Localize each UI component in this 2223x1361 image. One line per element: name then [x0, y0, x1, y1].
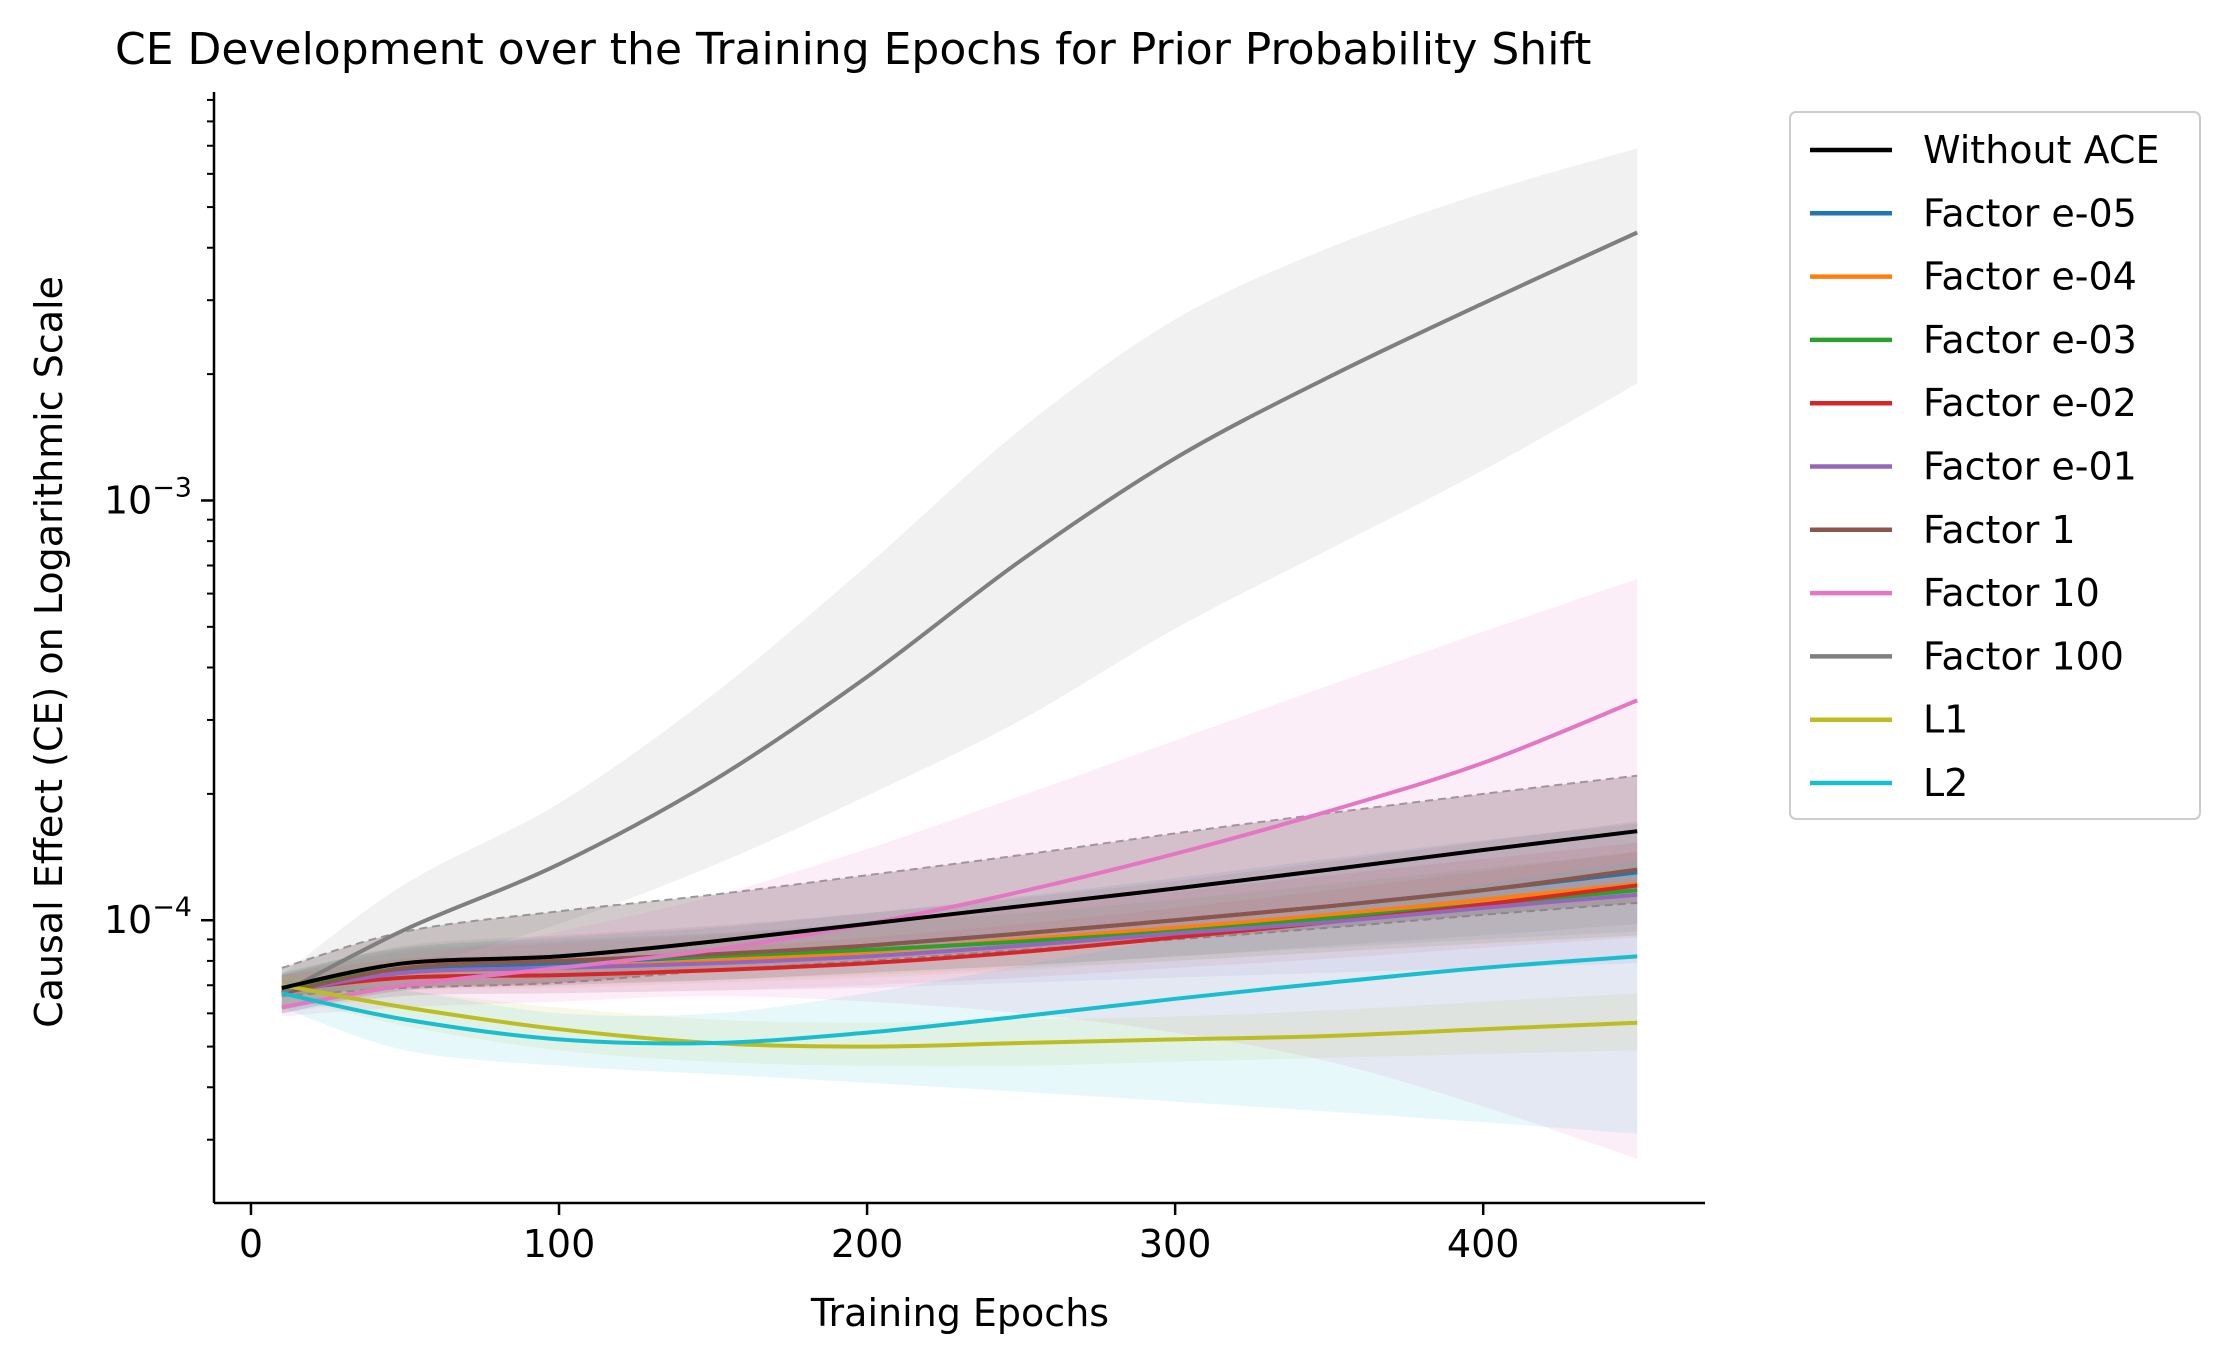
legend-items: Without ACE Factor e-05 Factor e-04 Factor …	[1810, 128, 2159, 805]
legend-label: L2	[1923, 761, 1968, 805]
series-line	[280, 230, 1639, 995]
legend-label: Factor e-05	[1923, 191, 2137, 235]
confidence-band	[281, 579, 1638, 1159]
x-tick-label: 100	[523, 1222, 596, 1266]
x-tick-label: 0	[239, 1222, 263, 1266]
legend-label: Factor 10	[1923, 571, 2100, 615]
legend-label: Factor e-03	[1923, 318, 2137, 362]
series-line	[281, 867, 1638, 996]
series-line	[281, 983, 1638, 1049]
x-tick-label: 200	[831, 1222, 904, 1266]
legend-label: Factor e-04	[1923, 255, 2137, 299]
y-tick-label: 10−3	[104, 472, 192, 522]
confidence-band	[281, 148, 1638, 1011]
series-line	[281, 698, 1638, 1010]
y-axis-label: Causal Effect (CE) on Logarithmic Scale	[27, 276, 71, 1028]
y-ticks: 10−4 10−3	[104, 98, 214, 1141]
x-ticks: 0 100 200 300 400	[239, 1203, 1520, 1266]
series-lines	[280, 230, 1639, 1049]
series-line	[281, 829, 1638, 990]
x-tick-label: 400	[1447, 1222, 1520, 1266]
confidence-band-upper-edge	[281, 774, 1638, 969]
legend-label: L1	[1923, 698, 1968, 742]
legend-label: Factor e-01	[1923, 445, 2137, 489]
confidence-band	[281, 775, 1638, 996]
chart-title: CE Development over the Training Epochs …	[115, 24, 1591, 75]
legend-label: Factor 100	[1923, 634, 2124, 678]
legend-label: Factor 1	[1923, 508, 2076, 552]
series-line	[281, 892, 1638, 996]
confidence-band	[281, 852, 1638, 1011]
y-tick-label: 10−4	[104, 892, 192, 942]
axes	[212, 92, 1705, 1205]
series-line	[281, 954, 1638, 1046]
confidence-band	[281, 861, 1638, 1134]
confidence-bands	[281, 148, 1638, 1159]
x-axis-label: Training Epochs	[810, 1291, 1109, 1335]
legend-label: Factor e-02	[1923, 381, 2137, 425]
confidence-band	[281, 842, 1638, 1014]
confidence-band-lower-edge	[281, 901, 1638, 997]
x-tick-label: 300	[1139, 1222, 1212, 1266]
legend-label: Without ACE	[1923, 128, 2159, 172]
legend-frame	[1789, 111, 2201, 820]
confidence-band	[281, 851, 1638, 1008]
legend: Without ACE Factor e-05 Factor e-04 Factor …	[1789, 111, 2201, 820]
